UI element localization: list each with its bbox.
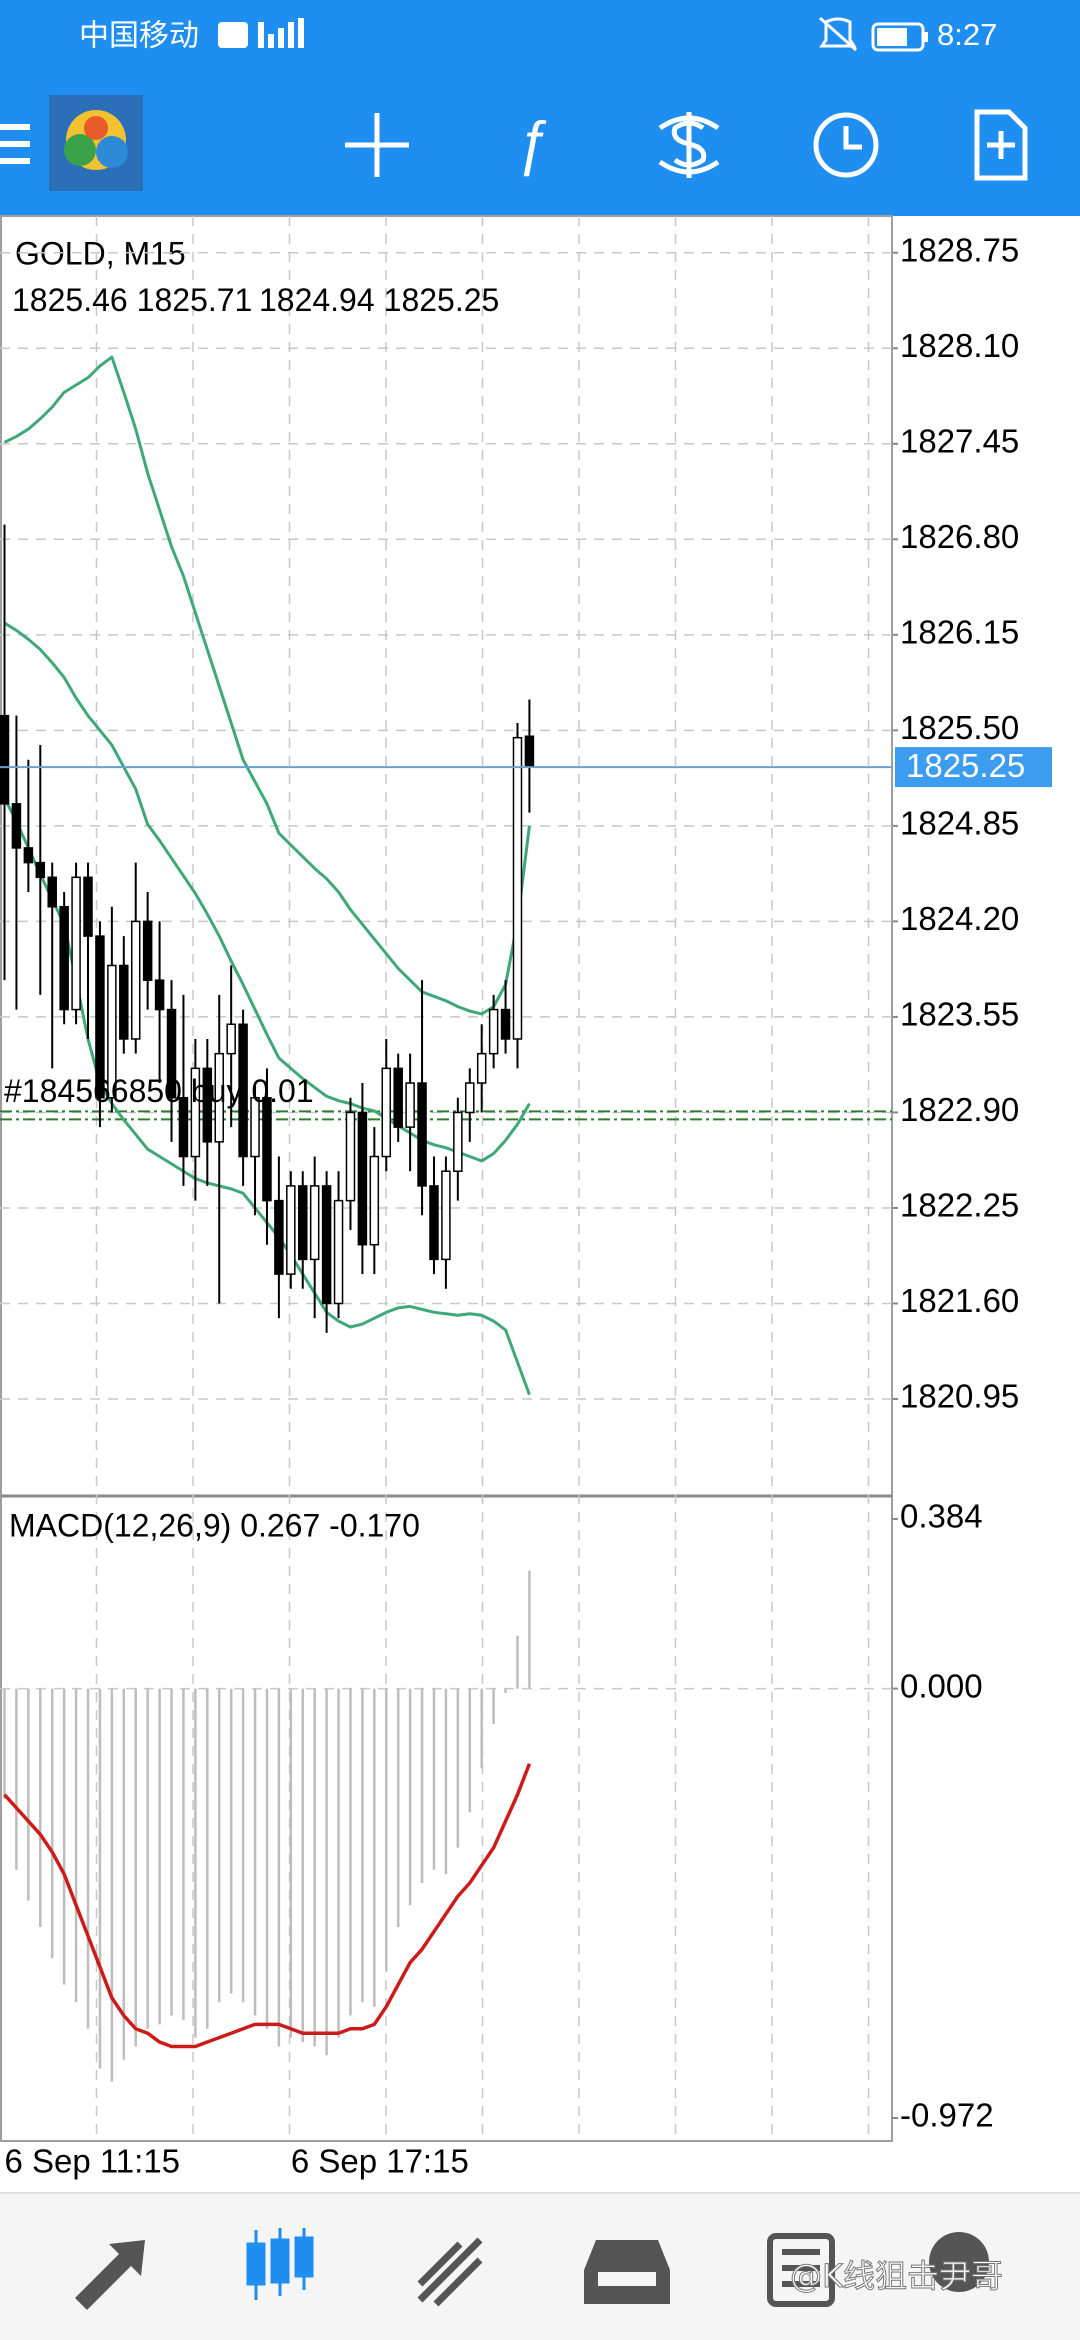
candle-body — [250, 1096, 260, 1158]
bollinger-upper — [3, 355, 531, 1016]
news-tab[interactable] — [767, 2232, 989, 2307]
candle-body — [83, 876, 93, 937]
candle-body — [71, 876, 81, 1011]
order-label: #184566850 buy 0.01 — [4, 1073, 314, 1109]
y-tick-label: 1822.25 — [900, 1187, 1019, 1224]
ohlc-high: 1825.71 — [137, 282, 252, 318]
candle-body — [202, 1067, 213, 1143]
candle-body — [0, 714, 10, 805]
candle-body — [178, 1096, 189, 1158]
y-tick-label: 0.384 — [900, 1498, 983, 1535]
candle-body — [405, 1082, 415, 1128]
candle-body — [345, 1111, 356, 1202]
candle-body — [35, 861, 46, 879]
indicators-button[interactable]: ƒ — [515, 109, 548, 176]
y-tick-label: 1824.20 — [900, 900, 1019, 937]
candle-body — [119, 964, 129, 1040]
clock-time: 8:27 — [937, 17, 997, 52]
new-order-button[interactable] — [974, 109, 1028, 181]
app-logo[interactable] — [49, 95, 143, 191]
y-tick-label: -0.972 — [900, 2097, 994, 2134]
x-tick-label: 6 Sep 11:15 — [5, 2143, 181, 2180]
crosshair-button[interactable] — [345, 113, 409, 177]
candle-body — [476, 1052, 487, 1084]
candle-body — [393, 1067, 403, 1128]
candle-body — [59, 905, 69, 1011]
y-tick-label: 1827.45 — [900, 423, 1019, 460]
candle-body — [369, 1155, 380, 1246]
candle-body — [95, 935, 105, 1099]
candle-body — [298, 1185, 308, 1261]
y-tick-label: 1826.80 — [900, 518, 1019, 555]
candle-body — [262, 1096, 272, 1202]
chart-tab[interactable] — [246, 2228, 314, 2300]
watermark: @K线狙击尹哥 — [790, 2257, 1003, 2295]
candle-body — [142, 920, 153, 981]
y-tick-label: 1821.60 — [900, 1282, 1019, 1319]
candle-body — [381, 1067, 392, 1158]
y-tick-label: 1828.10 — [900, 327, 1019, 364]
candle-body — [441, 1170, 451, 1261]
candle-body — [512, 736, 523, 1040]
candle-body — [130, 920, 141, 1040]
candle-body — [309, 1185, 320, 1261]
ohlc-close: 1825.25 — [384, 282, 500, 318]
candle-body — [154, 979, 165, 1011]
candle-body — [357, 1111, 368, 1246]
candle-body — [226, 1023, 236, 1055]
candle-body — [11, 803, 22, 849]
x-tick-label: 6 Sep 17:15 — [291, 2143, 469, 2180]
candle-body — [238, 1023, 248, 1158]
candle-body — [274, 1199, 284, 1275]
candle-body — [488, 1008, 499, 1055]
current-price-label: 1825.25 — [906, 747, 1025, 784]
y-tick-label: 1826.15 — [900, 614, 1019, 651]
y-tick-label: 1824.85 — [900, 805, 1019, 842]
current-price-box — [895, 747, 1052, 788]
candle-body — [429, 1185, 439, 1261]
candle-body — [107, 964, 117, 1099]
bollinger-middle — [3, 621, 531, 1163]
carrier: 中国移动 — [79, 19, 199, 54]
candle-body — [453, 1111, 463, 1172]
candle-body — [524, 735, 535, 768]
ohlc-open: 1825.46 — [12, 282, 128, 318]
history-tab[interactable] — [584, 2240, 670, 2304]
candle-body — [286, 1185, 296, 1275]
y-tick-label: 1822.90 — [900, 1091, 1019, 1128]
y-tick-label: 1828.75 — [900, 231, 1019, 268]
candle-body — [500, 1008, 511, 1040]
macd-signal — [3, 1763, 532, 2049]
candle-body — [465, 1082, 475, 1114]
period-button[interactable] — [813, 112, 879, 178]
candle-body — [321, 1185, 332, 1305]
candle-body — [214, 1052, 224, 1143]
y-tick-label: 1820.95 — [900, 1378, 1019, 1415]
trade-tab[interactable] — [417, 2237, 483, 2307]
battery-icons — [819, 16, 928, 52]
ohlc-low: 1824.94 — [259, 282, 375, 318]
menu-button[interactable] — [0, 124, 30, 164]
signal-icons — [218, 18, 304, 48]
macd-title: MACD(12,26,9) 0.267 -0.170 — [9, 1507, 420, 1543]
candle-body — [333, 1199, 344, 1305]
quotes-tab[interactable] — [75, 2240, 145, 2310]
candle-body — [166, 1008, 177, 1099]
y-tick-label: 1825.50 — [900, 709, 1019, 746]
candle-body — [417, 1082, 427, 1187]
bottom-nav — [0, 2193, 1080, 2340]
candle-body — [47, 876, 57, 908]
y-tick-label: 1823.55 — [900, 996, 1019, 1033]
ohlc-readout: 1825.46 1825.71 1824.94 1825.25 — [12, 282, 499, 318]
candle-body — [23, 847, 34, 864]
y-tick-label: 0.000 — [900, 1667, 983, 1704]
symbol-button[interactable] — [658, 112, 720, 178]
candle-body — [190, 1067, 201, 1158]
